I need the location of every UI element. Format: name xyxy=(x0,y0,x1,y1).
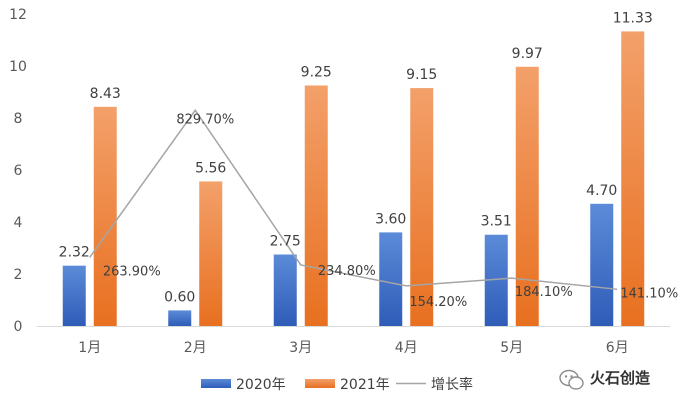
bar-2021 xyxy=(515,66,539,326)
legend-label: 2021年 xyxy=(340,377,390,393)
growth-rate-label: 263.90% xyxy=(103,264,161,279)
y-tick-label: 12 xyxy=(9,7,27,23)
growth-rate-label: 184.10% xyxy=(515,285,573,300)
legend-item: 增长率 xyxy=(396,376,473,393)
bar-2021 xyxy=(621,31,645,326)
wechat-icon xyxy=(559,369,584,390)
y-tick-label: 10 xyxy=(9,59,27,75)
bar-value-label: 8.43 xyxy=(90,86,121,102)
y-tick-label: 2 xyxy=(14,267,23,283)
bar-2020 xyxy=(590,203,614,326)
bar-2020 xyxy=(484,234,508,326)
y-tick-label: 4 xyxy=(14,215,23,231)
x-axis: 1月 2月 3月 4月 5月 6月 xyxy=(78,340,628,356)
bar-value-label: 5.56 xyxy=(195,160,226,176)
growth-rate-label: 141.10% xyxy=(620,286,678,301)
y-axis: 0 2 4 6 8 10 12 xyxy=(9,7,27,335)
bar-2021 xyxy=(410,88,434,326)
legend-swatch xyxy=(201,379,231,388)
x-tick-label: 3月 xyxy=(289,340,312,356)
y-tick-label: 6 xyxy=(14,163,23,179)
growth-rate-label: 234.80% xyxy=(318,264,376,279)
y-tick-label: 0 xyxy=(14,319,23,335)
growth-rate-label: 829.70% xyxy=(176,112,234,127)
bar-2020 xyxy=(379,232,403,326)
bar-value-label: 11.33 xyxy=(613,10,653,26)
legend: 2020年 2021年 增长率 xyxy=(201,376,473,393)
x-tick-label: 6月 xyxy=(606,340,629,356)
bar-2020 xyxy=(168,310,192,326)
legend-label: 2020年 xyxy=(236,377,286,393)
bar-value-label: 9.15 xyxy=(406,67,437,83)
x-tick-label: 5月 xyxy=(500,340,523,356)
bar-2020 xyxy=(273,254,297,326)
growth-rate-polyline xyxy=(89,108,618,291)
watermark: 火石创造 xyxy=(559,369,650,390)
legend-item: 2021年 xyxy=(305,377,390,393)
bar-value-label: 4.70 xyxy=(586,183,617,199)
legend-swatch xyxy=(305,379,335,388)
bar-value-label: 2.32 xyxy=(59,245,90,261)
watermark-text: 火石创造 xyxy=(590,369,650,387)
x-tick-label: 1月 xyxy=(78,340,101,356)
bar-2021 xyxy=(304,85,328,326)
bar-2020 xyxy=(62,265,86,326)
growth-rate-line xyxy=(89,108,618,291)
data-labels: 2.32 0.60 2.75 3.60 3.51 4.70 8.43 5.56 9.25 9.15… xyxy=(59,10,679,309)
bar-value-label: 9.97 xyxy=(512,46,543,62)
legend-label: 增长率 xyxy=(431,376,473,393)
bar-2021 xyxy=(93,106,117,326)
bar-2021 xyxy=(199,181,223,326)
legend-item: 2020年 xyxy=(201,377,286,393)
x-tick-label: 2月 xyxy=(184,340,207,356)
bar-value-label: 0.60 xyxy=(164,289,195,305)
x-tick-label: 4月 xyxy=(395,340,418,356)
bar-value-label: 3.60 xyxy=(375,211,406,227)
bar-value-label: 9.25 xyxy=(301,65,332,81)
y-tick-label: 8 xyxy=(14,111,23,127)
bar-value-label: 3.51 xyxy=(481,214,512,230)
bar-value-label: 2.75 xyxy=(270,234,301,250)
growth-rate-label: 154.20% xyxy=(409,295,467,310)
bars xyxy=(62,31,645,326)
